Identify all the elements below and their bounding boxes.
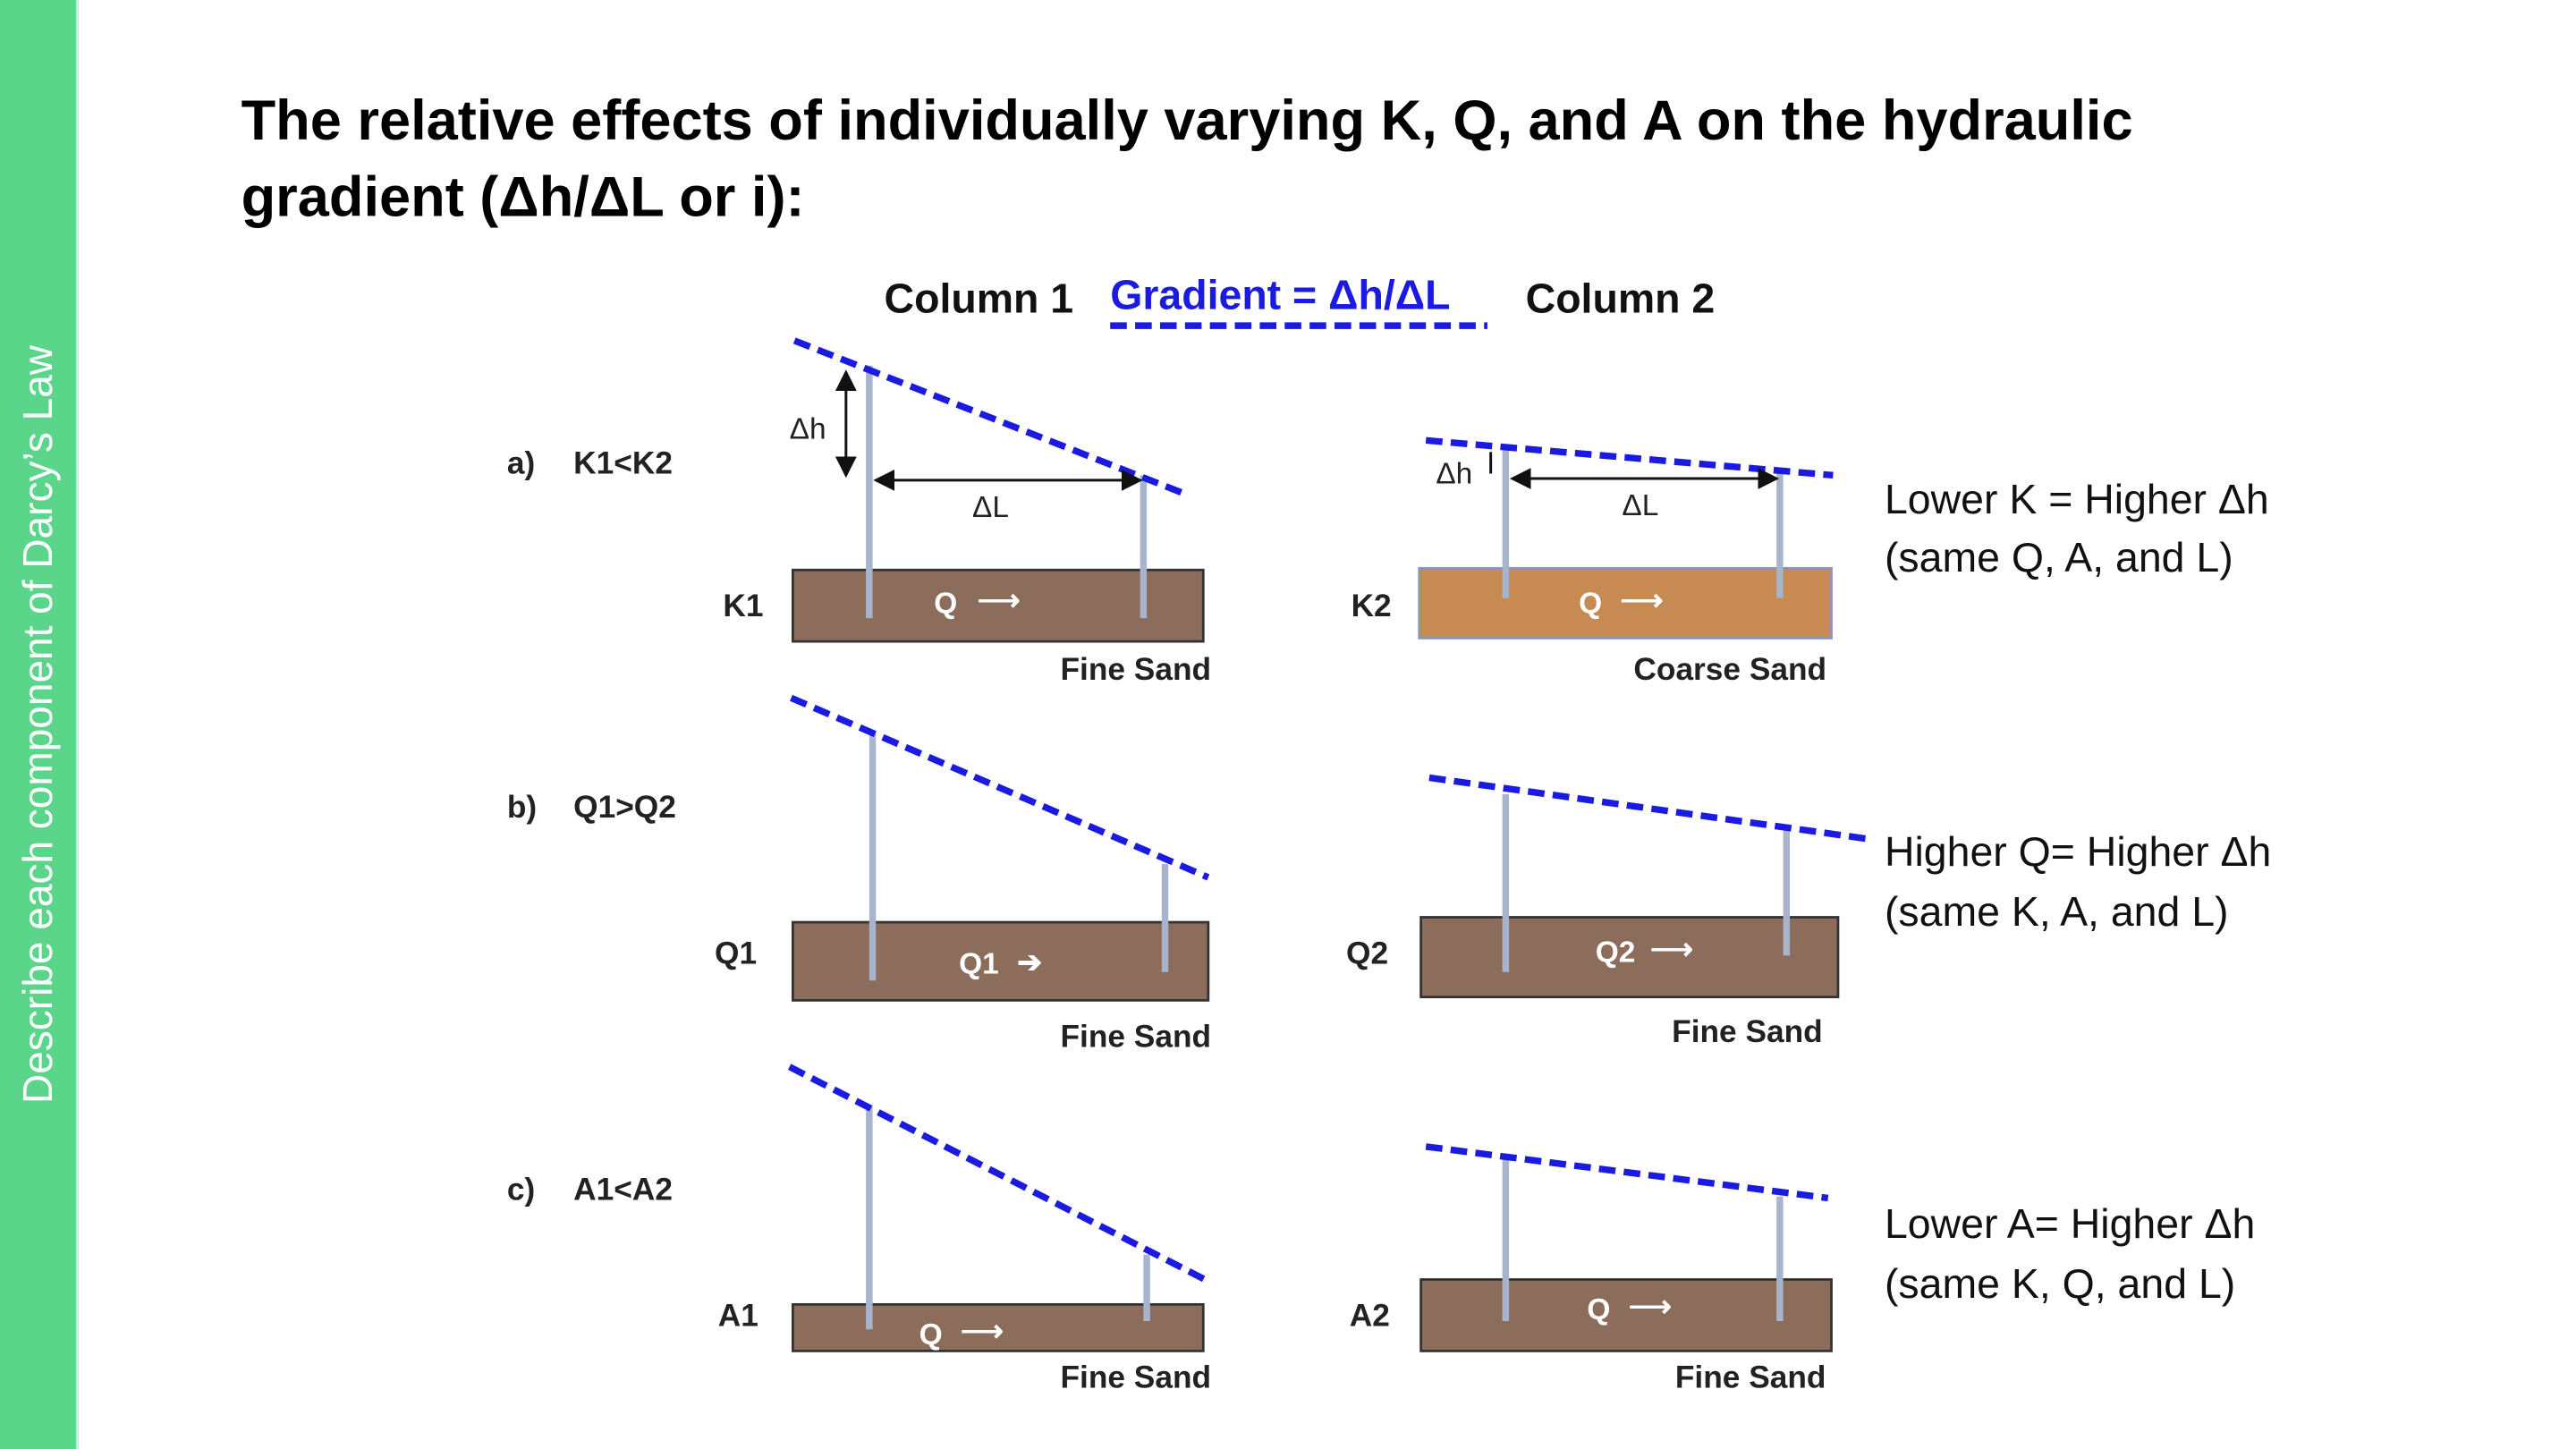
fine-sand-layer [791, 920, 1210, 1002]
effect-conditions: (same K, A, and L) [1885, 888, 2229, 935]
material-label: Fine Sand [1060, 652, 1211, 687]
delta-l-label: ΔL [972, 491, 1009, 524]
effect-conditions: (same Q, A, and L) [1885, 534, 2233, 580]
row-letter: c) [507, 1172, 535, 1207]
row-letter: b) [507, 790, 537, 825]
flow-arrow-icon: ➔ [1017, 946, 1042, 979]
gradient-line [790, 694, 1210, 881]
flow-label: Q2 [1596, 936, 1636, 970]
flow-label: Q [1579, 588, 1602, 621]
material-label: Coarse Sand [1633, 652, 1826, 687]
flow-label: Q [934, 588, 957, 621]
left-label: K1 [723, 589, 763, 623]
gradient-line [1425, 1143, 1829, 1202]
gradient-formula: Gradient = Δh/ΔL [1110, 272, 1450, 318]
row-condition: Q1>Q2 [573, 790, 676, 825]
flow-arrow-icon: ⟶ [1629, 1290, 1672, 1323]
effect-description: Higher Q= Higher Δh [1885, 828, 2271, 875]
fine-sand-layer [1419, 1278, 1833, 1352]
gradient-line [792, 337, 1190, 499]
fine-sand-layer [1419, 916, 1840, 999]
row-condition: A1<A2 [573, 1172, 673, 1207]
left-label: Q1 [715, 936, 757, 971]
flow-arrow-icon: ⟶ [1650, 933, 1693, 966]
right-label: K2 [1352, 589, 1392, 623]
row-a: a) K1<K2 Δh ΔL K1 Q ⟶ Fine Sand Δh ΔL K2… [507, 337, 2269, 687]
delta-h-label: Δh [1436, 458, 1472, 491]
material-label: Fine Sand [1060, 1019, 1211, 1054]
title-line-1: The relative effects of individually var… [242, 89, 2133, 152]
gradient-line [1425, 436, 1834, 479]
flow-label: Q1 [959, 948, 999, 981]
title-line-2: gradient (Δh/ΔL or i): [242, 166, 805, 229]
gradient-line [787, 1063, 1207, 1283]
gradient-line [1428, 774, 1870, 843]
effect-conditions: (same K, Q, and L) [1885, 1260, 2235, 1307]
flow-arrow-icon: ⟶ [961, 1315, 1004, 1348]
delta-l-label: ΔL [1622, 489, 1658, 522]
sidebar: Describe each component of Darcy’s Law [0, 0, 79, 1449]
flow-arrow-icon: ⟶ [978, 584, 1021, 617]
fine-sand-layer [791, 1302, 1205, 1352]
row-c: c) A1<A2 A1 Q ⟶ Fine Sand A2 Q ⟶ Fine Sa… [507, 1063, 2255, 1394]
row-b: b) Q1>Q2 Q1 Q1 ➔ Fine Sand Q2 Q2 ⟶ Fine … [507, 694, 2271, 1054]
material-label: Fine Sand [1672, 1014, 1823, 1049]
effect-description: Lower A= Higher Δh [1885, 1200, 2255, 1247]
right-label: Q2 [1346, 936, 1388, 971]
row-letter: a) [507, 445, 535, 480]
material-label: Fine Sand [1060, 1360, 1211, 1394]
flow-label: Q [919, 1318, 943, 1352]
flow-arrow-icon: ⟶ [1621, 584, 1664, 617]
right-label: A2 [1350, 1299, 1390, 1334]
column-2-header: Column 2 [1526, 275, 1716, 321]
delta-h-label: Δh [790, 412, 826, 445]
fine-sand-layer [791, 568, 1205, 643]
flow-label: Q [1587, 1293, 1610, 1326]
effect-description: Lower K = Higher Δh [1885, 476, 2269, 522]
material-label: Fine Sand [1675, 1360, 1826, 1394]
row-condition: K1<K2 [573, 445, 673, 480]
column-1-header: Column 1 [885, 275, 1074, 321]
left-label: A1 [718, 1299, 758, 1334]
coarse-sand-layer [1418, 566, 1833, 640]
